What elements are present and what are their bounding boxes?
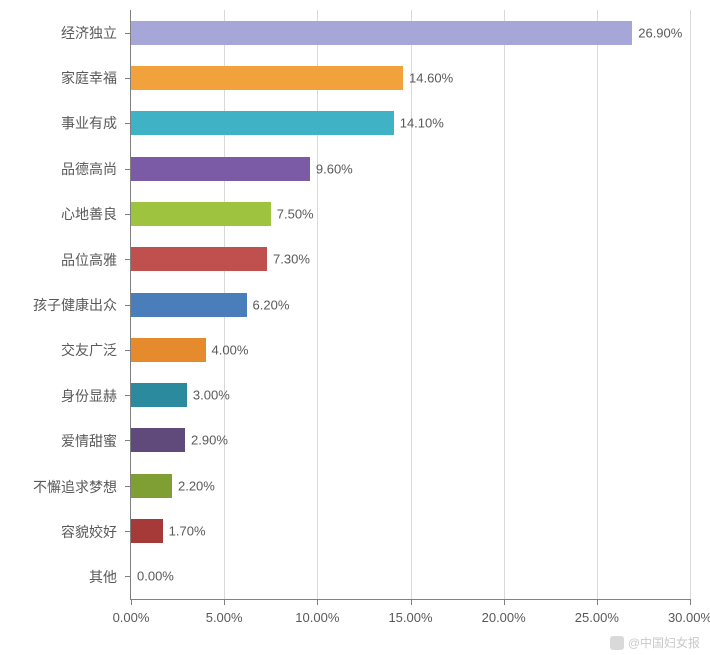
value-label: 2.20%: [178, 478, 215, 493]
x-tick: [690, 599, 691, 605]
bar: 14.60%: [131, 66, 403, 90]
bar: 6.20%: [131, 293, 247, 317]
x-tick: [411, 599, 412, 605]
x-tick: [317, 599, 318, 605]
weibo-icon: [610, 636, 624, 650]
category-label: 家庭幸福: [61, 68, 117, 88]
x-axis-label: 20.00%: [482, 610, 526, 625]
category-label: 其他: [89, 567, 117, 587]
value-label: 9.60%: [316, 161, 353, 176]
y-tick: [125, 576, 131, 577]
x-axis-label: 0.00%: [113, 610, 150, 625]
bar: 1.70%: [131, 519, 163, 543]
x-gridline: [597, 10, 598, 599]
category-label: 品德高尚: [61, 159, 117, 179]
category-label: 容貌姣好: [61, 522, 117, 542]
category-label: 经济独立: [61, 23, 117, 43]
bar: 2.90%: [131, 428, 185, 452]
bar: 9.60%: [131, 157, 310, 181]
value-label: 6.20%: [253, 297, 290, 312]
category-label: 不懈追求梦想: [33, 477, 117, 497]
bar: 26.90%: [131, 21, 632, 45]
x-gridline: [317, 10, 318, 599]
y-axis-labels: 经济独立家庭幸福事业有成品德高尚心地善良品位高雅孩子健康出众交友广泛身份显赫爱情…: [0, 10, 125, 600]
value-label: 7.50%: [277, 206, 314, 221]
x-axis-label: 5.00%: [206, 610, 243, 625]
bar: 7.50%: [131, 202, 271, 226]
x-tick: [224, 599, 225, 605]
x-axis-label: 10.00%: [295, 610, 339, 625]
x-gridline: [504, 10, 505, 599]
category-label: 交友广泛: [61, 340, 117, 360]
watermark-text: @中国妇女报: [628, 634, 700, 651]
value-label: 3.00%: [193, 388, 230, 403]
watermark: @中国妇女报: [610, 634, 700, 651]
category-label: 事业有成: [61, 113, 117, 133]
bar: 4.00%: [131, 338, 206, 362]
bar: 2.20%: [131, 474, 172, 498]
x-axis-label: 30.00%: [668, 610, 710, 625]
value-label: 2.90%: [191, 433, 228, 448]
x-axis-label: 15.00%: [388, 610, 432, 625]
x-gridline: [411, 10, 412, 599]
category-label: 孩子健康出众: [33, 295, 117, 315]
value-label: 14.60%: [409, 70, 453, 85]
value-label: 1.70%: [169, 524, 206, 539]
bar: 7.30%: [131, 247, 267, 271]
value-label: 14.10%: [400, 116, 444, 131]
bar: 3.00%: [131, 383, 187, 407]
x-tick: [131, 599, 132, 605]
category-label: 爱情甜蜜: [61, 431, 117, 451]
x-axis-label: 25.00%: [575, 610, 619, 625]
category-label: 心地善良: [61, 204, 117, 224]
value-label: 4.00%: [212, 342, 249, 357]
value-label: 26.90%: [638, 25, 682, 40]
value-label: 7.30%: [273, 252, 310, 267]
x-tick: [597, 599, 598, 605]
x-tick: [504, 599, 505, 605]
bar: 14.10%: [131, 111, 394, 135]
plot-area: 0.00%5.00%10.00%15.00%20.00%25.00%30.00%…: [130, 10, 690, 600]
category-label: 品位高雅: [61, 250, 117, 270]
value-label: 0.00%: [137, 569, 174, 584]
category-label: 身份显赫: [61, 386, 117, 406]
chart-container: 经济独立家庭幸福事业有成品德高尚心地善良品位高雅孩子健康出众交友广泛身份显赫爱情…: [0, 0, 710, 655]
x-gridline: [690, 10, 691, 599]
